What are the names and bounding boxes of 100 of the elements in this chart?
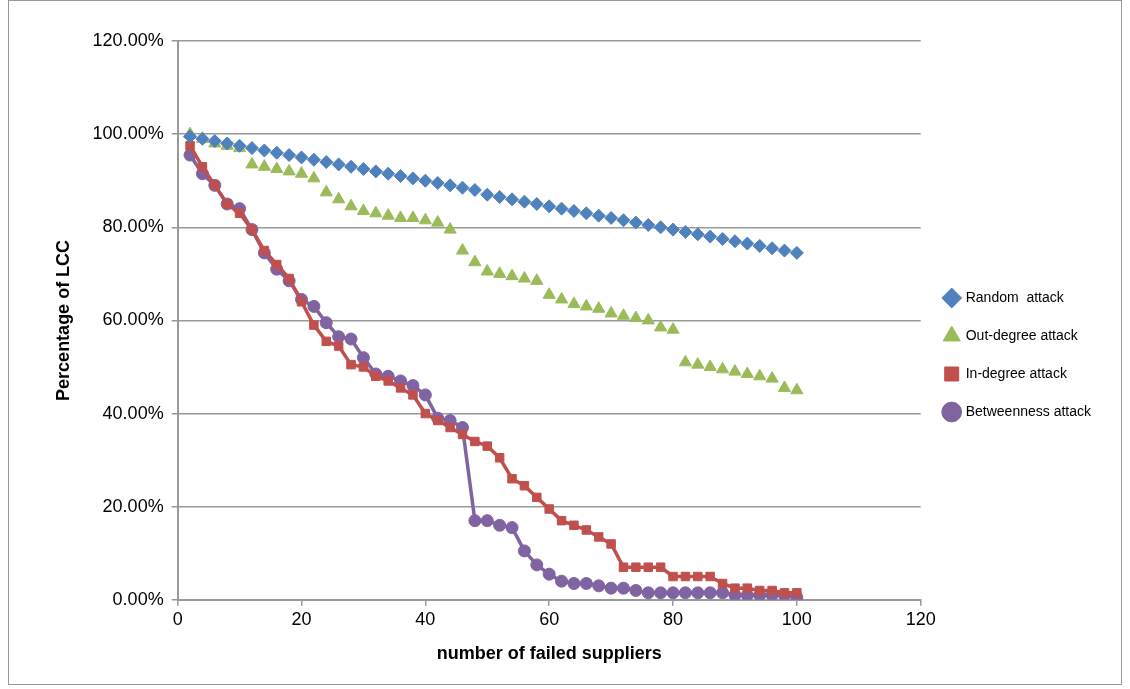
point [420,408,431,419]
point [555,574,569,588]
point [383,376,393,386]
point [332,191,346,204]
point [604,581,618,595]
point [517,270,531,283]
point [567,296,581,309]
point [666,322,680,334]
point [529,196,544,211]
point [728,364,742,376]
point [519,480,530,491]
point [395,383,406,393]
point [544,504,554,514]
point [270,161,284,174]
point [331,157,346,172]
point [356,203,370,215]
point [591,208,606,223]
point [418,388,432,402]
point [381,166,396,181]
point [616,581,630,595]
point [530,558,544,572]
point [505,521,519,535]
point [418,212,432,225]
point [319,155,334,170]
point [480,187,495,202]
point [294,166,309,178]
point [257,159,271,171]
point [678,224,693,239]
point [493,518,507,532]
point [344,332,358,346]
y-tick-label: 80.00% [102,216,164,237]
point [542,199,557,214]
point [666,222,681,237]
point [690,227,705,242]
point [296,297,307,307]
point [593,532,604,542]
point [185,141,195,151]
legend-label: Out-degree attack [965,326,1079,343]
point [244,141,259,156]
point [494,453,505,463]
point [604,210,619,225]
point [505,192,520,207]
point [777,243,792,258]
point [616,213,631,228]
point [767,585,777,596]
point [777,380,792,392]
point [405,171,420,186]
point [567,577,581,590]
legend-label: In-degree attack [965,364,1068,381]
point [368,164,383,179]
point [505,268,519,281]
point [307,299,321,313]
point [257,143,272,158]
point [542,287,556,299]
point [703,586,717,600]
point [740,366,754,378]
point [641,217,656,232]
point [480,264,494,276]
point [344,159,359,174]
point [606,539,616,549]
point [556,515,567,526]
point [197,161,208,172]
x-tick-label: 40 [415,608,436,629]
point [631,562,641,572]
point [482,441,492,451]
point [666,586,680,600]
point [555,291,569,304]
point [468,254,482,267]
point [717,578,728,589]
x-tick-label: 60 [539,608,560,629]
point [754,585,765,596]
point [321,336,332,347]
point [369,205,383,218]
point [691,357,705,369]
point [641,586,655,600]
point [430,176,445,191]
point [309,320,319,330]
point [705,571,715,582]
point [294,150,309,165]
point [333,341,344,351]
point [394,210,408,222]
point [703,229,718,244]
point [493,266,507,278]
point [282,163,296,176]
point [306,152,321,167]
legend-label: Betweenness attack [965,402,1092,419]
point [668,571,678,582]
point [468,514,482,528]
point [356,162,371,177]
point [259,245,270,256]
y-tick-label: 60.00% [102,309,164,330]
y-tick-label: 40.00% [102,402,164,423]
point [641,312,655,325]
point [592,579,606,593]
point [517,194,532,209]
point [319,316,333,330]
point [727,234,742,249]
point [703,359,717,371]
point [271,259,282,270]
point [492,190,507,204]
